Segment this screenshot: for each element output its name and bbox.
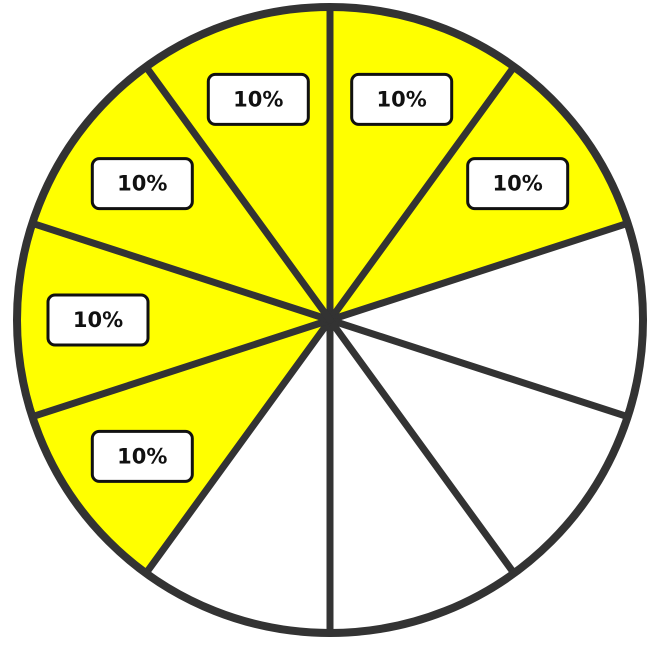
unshaded-slice — [330, 320, 628, 574]
slice-label-box: 10% — [90, 157, 194, 211]
slice-percent-label: 10% — [233, 87, 283, 111]
slice-label-box: 10% — [466, 157, 570, 211]
slice-label-box: 10% — [90, 429, 194, 483]
slice-percent-label: 10% — [117, 444, 167, 468]
slices-layer — [16, 7, 643, 633]
slice-label-box: 10% — [46, 293, 150, 347]
slice-divider-line — [28, 219, 334, 324]
slice-divider-line — [326, 316, 518, 577]
unshaded-slice — [146, 320, 330, 633]
slice-percent-label: 10% — [493, 172, 543, 196]
slice-label-box: 10% — [350, 72, 454, 126]
unshaded-slice — [330, 223, 643, 417]
slice-label-box: 10% — [206, 72, 310, 126]
slice-percent-label: 10% — [117, 172, 167, 196]
slice-percent-label: 10% — [377, 87, 427, 111]
slice-divider-line — [142, 63, 334, 324]
unshaded-slice — [330, 320, 514, 633]
label-box — [90, 429, 194, 483]
slice-divider-line — [326, 316, 632, 421]
shaded-slice — [16, 223, 330, 417]
dividers-layer — [28, 3, 632, 637]
slice-divider-line — [326, 219, 632, 324]
slice-divider-line — [326, 63, 518, 324]
label-box — [466, 157, 570, 211]
label-box — [206, 72, 310, 126]
outer-circle — [13, 3, 647, 637]
slice-divider-line — [142, 316, 334, 577]
labels-layer: 10% 10% 10% 10% 10% 10% — [46, 72, 570, 483]
label-box — [350, 72, 454, 126]
label-box — [46, 293, 150, 347]
slice-divider-line — [28, 316, 334, 421]
label-box — [90, 157, 194, 211]
slice-percent-label: 10% — [73, 308, 123, 332]
